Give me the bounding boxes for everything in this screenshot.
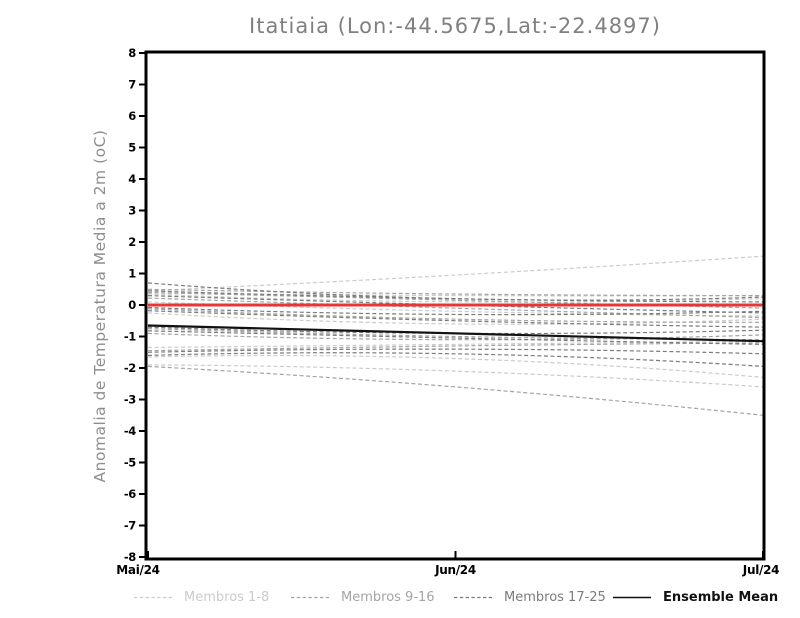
member-line (147, 282, 764, 301)
y-tick-label: 3 (128, 204, 136, 218)
y-tick-label: 7 (128, 78, 136, 92)
member-line (147, 354, 764, 378)
y-tick-label: -5 (124, 456, 136, 470)
x-tick-label: Mai/24 (116, 563, 159, 577)
y-tick-label: 5 (128, 141, 136, 155)
y-tick-label: -2 (124, 361, 136, 375)
member-line (147, 295, 764, 314)
y-tick-label: 2 (128, 235, 136, 249)
member-line (147, 308, 764, 323)
member-line (147, 255, 764, 292)
y-tick-label: -3 (124, 393, 136, 407)
member-line (147, 340, 764, 349)
ensemble-mean-line (147, 324, 764, 343)
page-title: Itatiaia (Lon:-44.5675,Lat:-22.4897) (249, 14, 661, 38)
member-line (147, 364, 764, 388)
member-line (147, 330, 764, 345)
y-tick-label: 4 (128, 172, 136, 186)
member-line (147, 332, 764, 341)
member-line (147, 306, 764, 316)
member-line (147, 288, 764, 297)
member-line (147, 290, 764, 303)
member-line (147, 310, 764, 328)
y-tick-label: 1 (128, 267, 136, 281)
member-line (147, 348, 764, 355)
x-tick-label: Jul/24 (742, 563, 779, 577)
member-line (147, 352, 764, 367)
y-tick-label: 6 (128, 109, 136, 123)
y-tick-label: 0 (128, 298, 136, 312)
member-line (147, 293, 764, 303)
y-tick-label: -8 (124, 550, 136, 564)
y-tick-label: -7 (124, 519, 136, 533)
member-line (147, 297, 764, 319)
member-line (147, 342, 764, 352)
y-tick-label: -4 (124, 424, 136, 438)
y-tick-label: -1 (124, 330, 136, 344)
y-tick-label: -6 (124, 487, 136, 501)
y-tick-label: 8 (128, 46, 136, 60)
x-tick-label: Jun/24 (434, 563, 476, 577)
member-line (147, 365, 764, 416)
